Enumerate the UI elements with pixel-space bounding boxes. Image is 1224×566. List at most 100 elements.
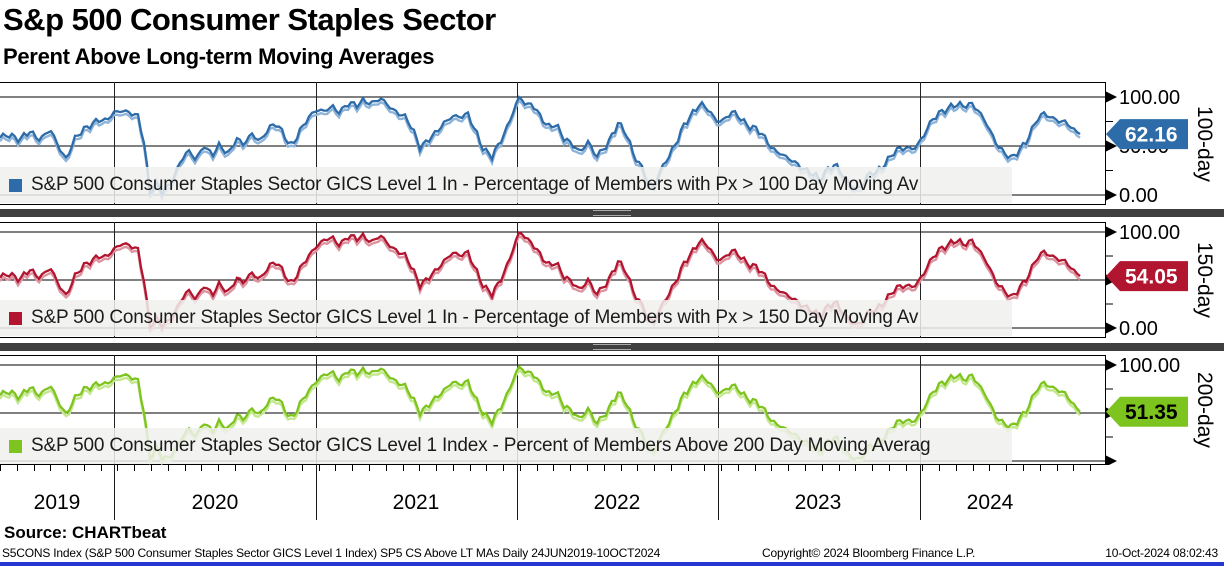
- x-minor-tick: [285, 465, 287, 471]
- x-minor-tick: [888, 465, 890, 471]
- x-minor-tick: [218, 465, 219, 471]
- x-minor-tick: [436, 465, 437, 471]
- footer-timestamp: 10-Oct-2024 08:02:43: [1105, 546, 1218, 560]
- x-minor-tick: [33, 465, 35, 471]
- x-minor-tick: [1006, 465, 1008, 471]
- last-value-label: 54.05: [1125, 266, 1178, 289]
- x-minor-tick: [184, 465, 186, 471]
- x-minor-tick: [16, 465, 18, 471]
- x-minor-tick: [553, 465, 555, 471]
- x-minor-tick: [805, 465, 806, 471]
- footer-copyright: Copyright© 2024 Bloomberg Finance L.P.: [762, 546, 976, 560]
- panel-splitter[interactable]: [0, 343, 1224, 351]
- last-value-flag: [1106, 119, 1188, 150]
- x-minor-tick: [754, 465, 756, 471]
- y-tick-label: 0.00: [1119, 185, 1158, 205]
- x-minor-tick: [972, 465, 974, 471]
- x-minor-tick: [503, 465, 505, 471]
- x-minor-tick: [486, 465, 488, 471]
- x-minor-tick: [905, 465, 907, 471]
- series-line-light: [0, 98, 1081, 202]
- x-minor-tick: [50, 465, 52, 471]
- x-minor-tick: [687, 465, 689, 471]
- x-minor-tick: [100, 465, 102, 471]
- bottom-accent-bar: [0, 562, 1224, 566]
- x-minor-tick: [318, 465, 320, 471]
- x-minor-tick: [955, 465, 957, 471]
- y-tick-label: 0.00: [1119, 318, 1158, 338]
- x-minor-tick: [268, 465, 270, 471]
- x-minor-tick: [352, 465, 354, 471]
- tick-arrow-icon: [1105, 140, 1117, 152]
- x-minor-tick: [821, 465, 823, 471]
- x-minor-tick: [939, 465, 941, 471]
- x-axis: 2019 2020 2021 2022 2023 2024: [0, 465, 1224, 523]
- y-tick-label: 100.00: [1119, 87, 1180, 109]
- x-minor-tick: [838, 465, 840, 471]
- x-minor-tick: [301, 465, 303, 471]
- legend-150-day[interactable]: S&P 500 Consumer Staples Sector GICS Lev…: [0, 300, 1012, 336]
- x-minor-tick: [251, 465, 253, 471]
- tick-arrow-icon: [1105, 226, 1117, 238]
- x-minor-tick: [150, 465, 152, 471]
- legend-label: S&P 500 Consumer Staples Sector GICS Lev…: [31, 174, 919, 195]
- x-minor-tick: [335, 465, 337, 471]
- year-divider-line: [517, 465, 518, 520]
- panel-side-label-150-day: 150-day: [1193, 242, 1216, 318]
- year-label: 2024: [966, 491, 1014, 514]
- x-minor-tick: [519, 465, 521, 471]
- x-minor-tick: [637, 465, 639, 471]
- x-minor-tick: [134, 465, 136, 471]
- splitter-grip-icon: [593, 210, 631, 216]
- year-divider-line: [718, 465, 719, 520]
- x-minor-tick: [385, 465, 387, 471]
- x-minor-tick: [872, 465, 873, 471]
- legend-swatch-icon: [9, 439, 22, 453]
- x-minor-tick: [117, 465, 119, 471]
- x-minor-tick: [536, 465, 538, 471]
- x-minor-tick: [989, 465, 991, 471]
- series-line: [0, 95, 1081, 198]
- legend-label: S&P 500 Consumer Staples Sector GICS Lev…: [31, 435, 931, 456]
- x-minor-tick: [469, 465, 471, 471]
- x-minor-tick: [167, 465, 169, 471]
- x-minor-tick: [234, 465, 236, 471]
- year-label: 2020: [191, 491, 239, 514]
- year-divider-line: [316, 465, 317, 520]
- x-minor-tick: [737, 465, 739, 471]
- tick-arrow-icon: [1105, 455, 1117, 465]
- x-minor-tick: [603, 465, 605, 471]
- panel-splitter[interactable]: [0, 209, 1224, 217]
- year-label: 2019: [33, 491, 81, 514]
- x-minor-tick: [0, 465, 1, 471]
- x-minor-tick: [670, 465, 672, 471]
- x-minor-tick: [368, 465, 370, 471]
- x-minor-tick: [402, 465, 404, 471]
- last-value-flag: [1106, 396, 1188, 427]
- y-tick-label: 100.00: [1119, 355, 1180, 377]
- year-label: 2023: [794, 491, 842, 514]
- last-value-flag: [1106, 261, 1188, 292]
- legend-100-day[interactable]: S&P 500 Consumer Staples Sector GICS Lev…: [0, 167, 1012, 203]
- y-tick-label: 100.00: [1119, 222, 1180, 244]
- panel-side-label-200-day: 200-day: [1193, 372, 1216, 448]
- x-minor-tick: [1056, 465, 1058, 471]
- source-label: Source: CHARTbeat: [4, 523, 167, 542]
- x-minor-tick: [67, 465, 69, 471]
- x-minor-tick: [419, 465, 421, 471]
- footer-meta: S5CONS Index (S&P 500 Consumer Staples S…: [0, 546, 1224, 562]
- tick-arrow-icon: [1105, 189, 1117, 201]
- x-minor-tick: [1039, 465, 1041, 471]
- year-label: 2021: [392, 491, 440, 514]
- x-minor-tick: [771, 465, 773, 471]
- footer-description: S5CONS Index (S&P 500 Consumer Staples S…: [2, 546, 661, 560]
- legend-200-day[interactable]: S&P 500 Consumer Staples Sector GICS Lev…: [0, 428, 1012, 464]
- last-value-label: 51.35: [1125, 401, 1178, 424]
- x-minor-tick: [452, 465, 454, 471]
- x-minor-tick: [922, 465, 924, 471]
- tick-arrow-icon: [1105, 359, 1117, 371]
- x-minor-tick: [1090, 465, 1091, 471]
